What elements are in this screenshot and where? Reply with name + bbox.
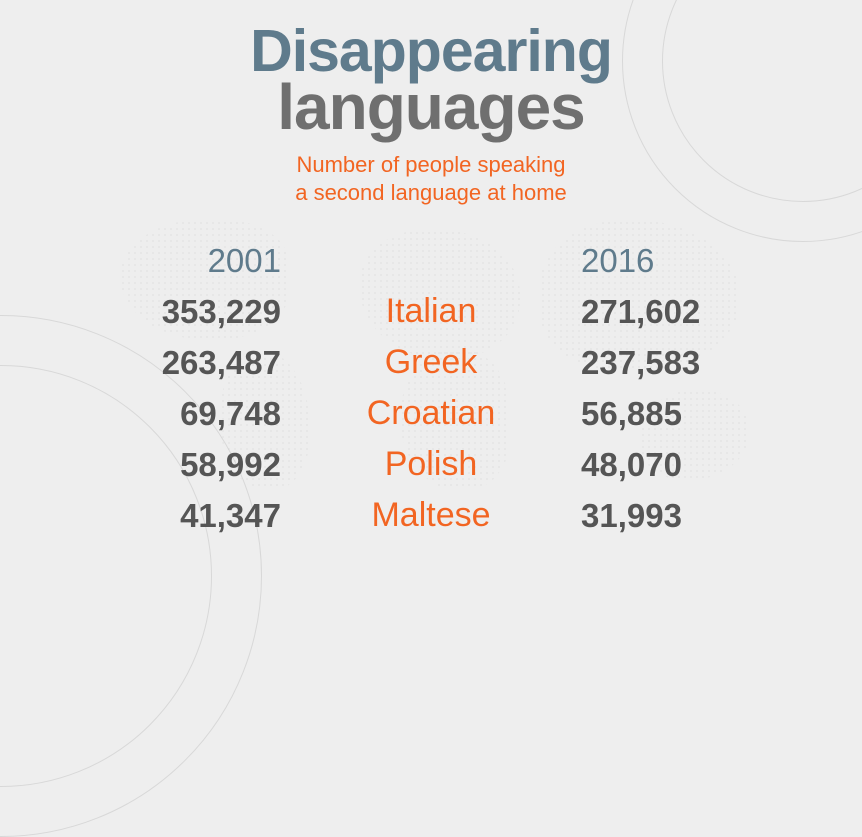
value-2016: 237,583 bbox=[561, 344, 751, 382]
table-row: 58,992 Polish 48,070 bbox=[111, 445, 751, 484]
table-row: 263,487 Greek 237,583 bbox=[111, 343, 751, 382]
value-2001: 41,347 bbox=[111, 497, 301, 535]
language-name: Croatian bbox=[301, 394, 561, 433]
table-row: 353,229 Italian 271,602 bbox=[111, 292, 751, 331]
value-2001: 263,487 bbox=[111, 344, 301, 382]
value-2016: 48,070 bbox=[561, 446, 751, 484]
title-line-1: Disappearing bbox=[0, 24, 862, 78]
year-left: 2001 bbox=[111, 242, 301, 280]
language-table: 2001 2016 353,229 Italian 271,602 263,48… bbox=[111, 242, 751, 535]
subtitle-line-2: a second language at home bbox=[0, 179, 862, 207]
subtitle: Number of people speaking a second langu… bbox=[0, 151, 862, 206]
value-2001: 353,229 bbox=[111, 293, 301, 331]
language-name: Maltese bbox=[301, 496, 561, 535]
value-2016: 31,993 bbox=[561, 497, 751, 535]
language-name: Polish bbox=[301, 445, 561, 484]
header-row: 2001 2016 bbox=[111, 242, 751, 280]
title-line-2: languages bbox=[0, 78, 862, 137]
subtitle-line-1: Number of people speaking bbox=[0, 151, 862, 179]
table-row: 41,347 Maltese 31,993 bbox=[111, 496, 751, 535]
infographic-content: Disappearing languages Number of people … bbox=[0, 0, 862, 575]
main-title: Disappearing languages bbox=[0, 24, 862, 137]
year-right: 2016 bbox=[561, 242, 751, 280]
value-2016: 271,602 bbox=[561, 293, 751, 331]
table-row: 69,748 Croatian 56,885 bbox=[111, 394, 751, 433]
value-2016: 56,885 bbox=[561, 395, 751, 433]
value-2001: 58,992 bbox=[111, 446, 301, 484]
value-2001: 69,748 bbox=[111, 395, 301, 433]
language-name: Italian bbox=[301, 292, 561, 331]
language-name: Greek bbox=[301, 343, 561, 382]
